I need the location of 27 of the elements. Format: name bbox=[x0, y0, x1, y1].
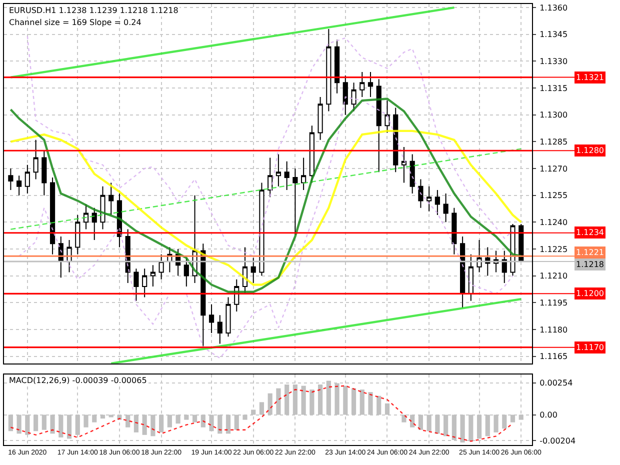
y-tick-label: 1.1270 bbox=[540, 164, 568, 174]
y-tick-label: 1.1330 bbox=[540, 57, 568, 66]
y-tick-label: 1.1225 bbox=[540, 244, 568, 254]
y-tick-label: 1.1300 bbox=[540, 110, 568, 120]
y-tick-label: 1.1195 bbox=[540, 298, 568, 308]
y-tick-label: 0.00254 bbox=[540, 378, 573, 388]
y-tick-label: -0.00204 bbox=[540, 436, 576, 446]
y-tick-label: 1.1210 bbox=[540, 272, 568, 281]
y-tick-label: 1.1240 bbox=[540, 218, 568, 227]
ref-line-label: 1.1218 bbox=[576, 260, 604, 269]
chart-title: EURUSD.H1 1.1238 1.1239 1.1218 1.1218 bbox=[9, 6, 178, 15]
y-tick-label: 1.1165 bbox=[540, 352, 568, 362]
ref-line-label: 1.1221 bbox=[576, 248, 604, 257]
y-tick-label: 1.1315 bbox=[540, 84, 568, 93]
y-tick-label: 1.1285 bbox=[540, 137, 568, 146]
ref-line-label: 1.1200 bbox=[576, 289, 604, 298]
y-tick-label: 1.1180 bbox=[540, 325, 568, 334]
y-tick-label: 1.1345 bbox=[540, 30, 568, 40]
text: Channel size = 169 Slope = 0.24 bbox=[9, 18, 142, 27]
y-tick-label: 1.1360 bbox=[540, 3, 568, 12]
ref-line-label: 1.1321 bbox=[576, 73, 604, 82]
ref-line-label: 1.1234 bbox=[576, 228, 604, 237]
y-tick-label: 0.00 bbox=[540, 410, 558, 420]
chart-title: MACD(12,26,9) -0.00039 -0.00065 bbox=[9, 376, 147, 385]
ref-line-label: 1.1280 bbox=[576, 146, 604, 155]
ref-line-label: 1.1170 bbox=[576, 343, 604, 352]
y-tick-label: 1.1255 bbox=[540, 191, 568, 200]
